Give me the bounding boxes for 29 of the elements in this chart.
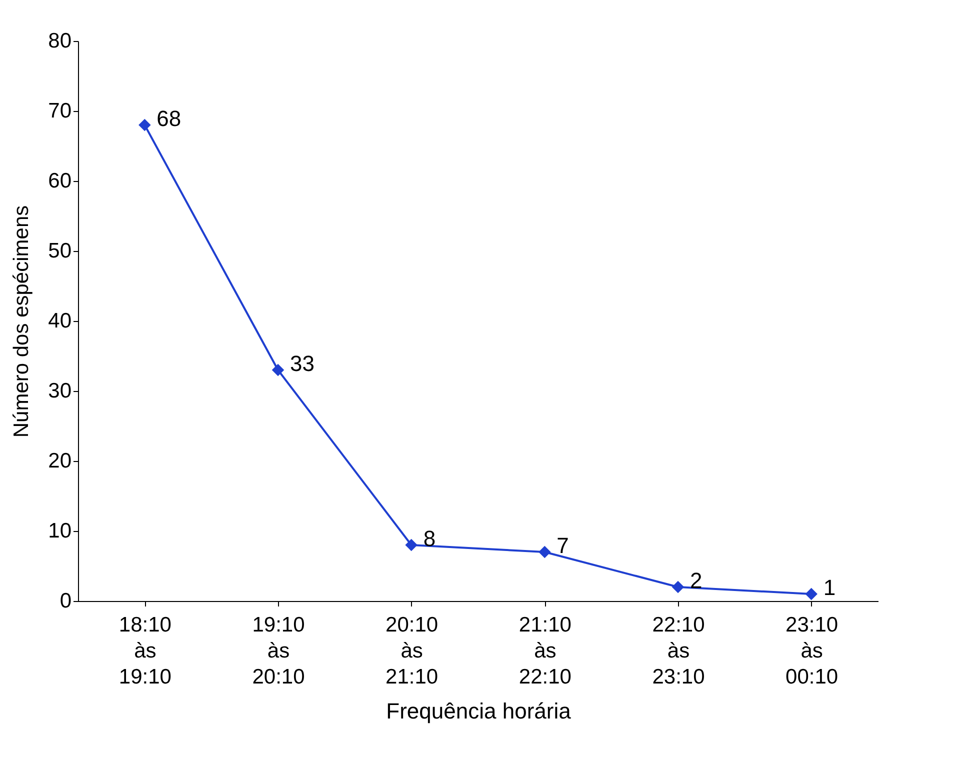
data-label: 68 xyxy=(156,106,182,131)
x-tick-label: 20:10 às 21:10 xyxy=(386,614,438,688)
point xyxy=(272,364,284,376)
y-tick-label: 40 xyxy=(48,310,72,332)
y-tick-label: 20 xyxy=(48,450,72,472)
data-label: 33 xyxy=(290,351,314,376)
y-tick-label: 70 xyxy=(48,100,72,122)
data-label: 8 xyxy=(423,526,436,551)
y-tick-label: 0 xyxy=(60,590,72,612)
point xyxy=(138,118,151,132)
x-tick-label: 22:10 às 23:10 xyxy=(652,614,705,688)
y-tick-label: 10 xyxy=(48,520,72,542)
data-label: 7 xyxy=(556,533,569,558)
y-tick-label: 50 xyxy=(48,240,72,262)
data-label: 1 xyxy=(823,575,836,600)
point xyxy=(405,538,418,552)
x-axis-title: Frequência horária xyxy=(386,698,572,724)
y-tick-label: 80 xyxy=(48,30,72,52)
y-tick-label: 60 xyxy=(48,170,72,192)
y-axis-title: Número dos espécimens xyxy=(10,205,34,438)
point xyxy=(538,546,551,558)
y-tick-label: 30 xyxy=(48,380,72,402)
x-tick-label: 23:10 às 00:10 xyxy=(786,614,838,688)
point xyxy=(805,588,818,600)
point xyxy=(672,580,684,594)
data-label: 2 xyxy=(690,568,702,593)
x-tick-label: 18:10 às 19:10 xyxy=(118,614,172,688)
x-tick-label: 19:10 às 20:10 xyxy=(252,614,305,688)
x-tick-label: 21:10 às 22:10 xyxy=(518,614,572,688)
